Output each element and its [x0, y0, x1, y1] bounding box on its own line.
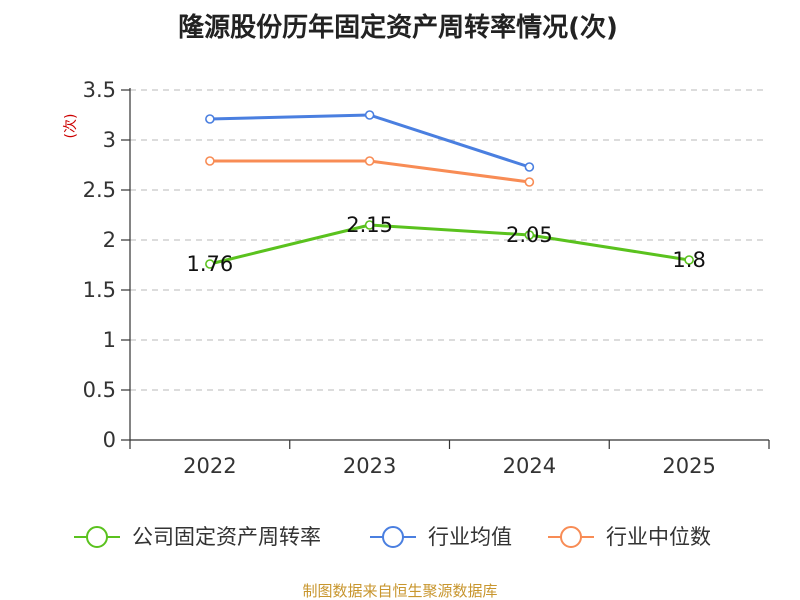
legend-label: 行业中位数: [606, 525, 711, 549]
y-tick-label: 1: [103, 328, 116, 352]
legend: 公司固定资产周转率 行业均值 行业中位数: [74, 525, 711, 549]
y-tick-label: 3.5: [83, 78, 116, 102]
data-label: 2.05: [506, 223, 553, 247]
data-point: [205, 114, 215, 124]
data-point: [684, 255, 694, 265]
data-point: [205, 259, 215, 269]
source-note: 制图数据来自恒生聚源数据库: [302, 582, 497, 600]
data-label: 1.76: [186, 252, 233, 276]
legend-item: 行业均值: [370, 525, 512, 549]
y-tick-label: 2.5: [83, 178, 116, 202]
axes: [121, 88, 770, 449]
series-lines: [205, 110, 694, 269]
y-tick-label: 1.5: [83, 278, 116, 302]
x-tick-label: 2024: [503, 454, 556, 478]
legend-marker: [382, 526, 404, 548]
gridlines: [130, 89, 765, 391]
legend-item: 公司固定资产周转率: [74, 525, 321, 549]
data-point: [364, 110, 375, 120]
x-tick-label: 2025: [662, 454, 715, 478]
legend-label: 公司固定资产周转率: [132, 525, 321, 549]
data-point: [205, 156, 215, 166]
data-point: [524, 177, 535, 187]
data-label: 1.8: [672, 248, 705, 272]
legend-marker: [86, 526, 108, 548]
y-tick-label: 0.5: [83, 378, 116, 402]
x-tick-labels: 2022 2023 2024 2025: [183, 454, 716, 478]
legend-marker: [560, 526, 582, 548]
y-tick-label: 2: [103, 228, 116, 252]
y-tick-label: 0: [103, 428, 116, 452]
x-tick-label: 2023: [343, 454, 396, 478]
chart-title: 隆源股份历年固定资产周转率情况(次): [178, 12, 618, 43]
y-tick-label: 3: [103, 128, 116, 152]
series-line: [209, 223, 690, 266]
data-point: [524, 230, 535, 240]
data-labels: 1.76 2.15 2.05 1.8: [186, 213, 705, 276]
data-point: [524, 162, 535, 172]
y-axis-label: (次): [63, 114, 79, 139]
data-point: [364, 156, 375, 166]
data-point: [364, 220, 375, 230]
legend-label: 行业均值: [428, 525, 512, 549]
y-tick-labels: 0 0.5 1 1.5 2 2.5 3 3.5: [83, 78, 116, 452]
x-tick-label: 2022: [183, 454, 236, 478]
legend-item: 行业中位数: [548, 525, 711, 549]
data-label: 2.15: [346, 213, 393, 237]
